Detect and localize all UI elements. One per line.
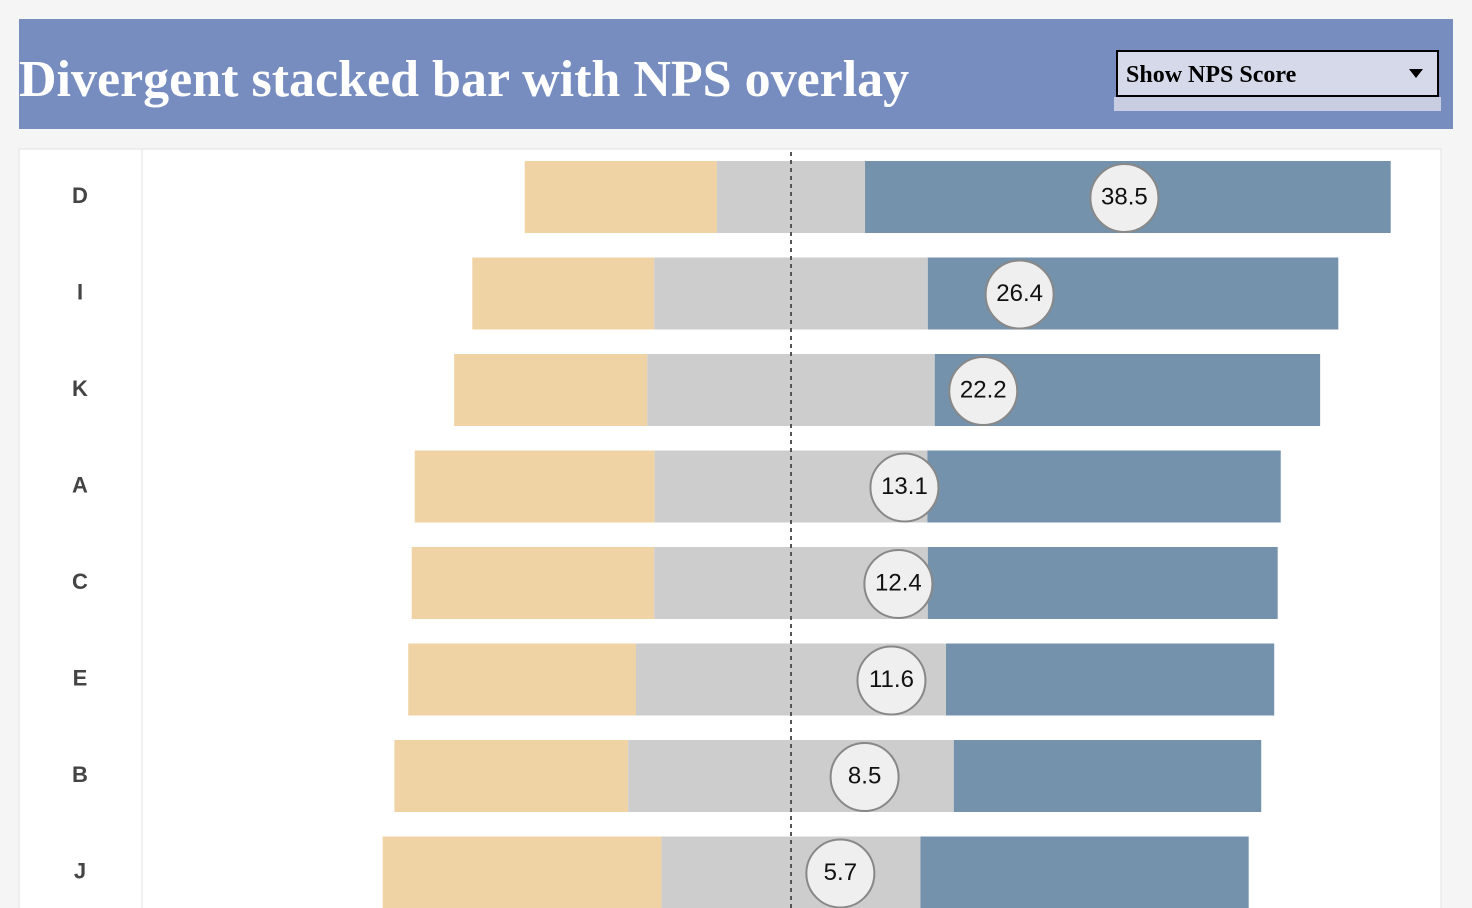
bar-segment [654,257,928,330]
bar-segment [953,740,1262,812]
nps-label: 22.2 [960,376,1007,403]
bar-segment [927,450,1281,523]
nps-labels: 38.5 26.4 22.2 13.1 12.4 11.6 8.5 5.7 [805,163,1160,908]
dropdown-label: Show NPS Score [1126,62,1297,88]
row-label: A [72,472,88,497]
nps-label: 5.7 [824,859,857,886]
nps-marker [1089,163,1160,233]
nps-label: 8.5 [848,762,881,789]
row-label: J [74,858,86,883]
dropdown-shadow [1114,97,1441,111]
nps-marker [863,549,934,619]
nps-label: 12.4 [875,569,922,596]
bar-segment [920,836,1249,908]
bar-segment [716,161,866,233]
dropdown-box[interactable] [1116,50,1439,97]
nps-dropdown[interactable]: Show NPS Score [1114,50,1441,111]
bar-segment [647,354,935,426]
bar-segment [382,836,662,908]
row-label: I [77,279,83,304]
bar-segment [946,643,1275,716]
bar-segment [414,450,655,523]
row-label: B [72,762,88,787]
row-label: C [72,569,88,594]
dropdown-arrow [1409,69,1423,78]
row-label: E [73,665,88,690]
nps-marker [948,356,1019,426]
bar-segment [411,547,655,619]
bar-segment [454,354,648,426]
nps-marker [829,742,900,812]
nps-marker [856,645,927,716]
nps-label: 38.5 [1101,183,1148,210]
row-label: D [72,183,88,208]
nps-label: 26.4 [996,280,1043,307]
nps-marker [869,452,940,523]
nps-label: 11.6 [869,666,914,693]
bar-segment [408,643,636,716]
bar-segment [472,257,655,330]
nps-marker [984,259,1055,330]
nps-label: 13.1 [881,473,928,500]
bar-segment [394,740,629,812]
row-label: K [72,376,88,401]
bar-segment [927,547,1278,619]
bar-segment [524,161,717,233]
chart-title: Divergent stacked bar with NPS overlay [19,51,909,108]
